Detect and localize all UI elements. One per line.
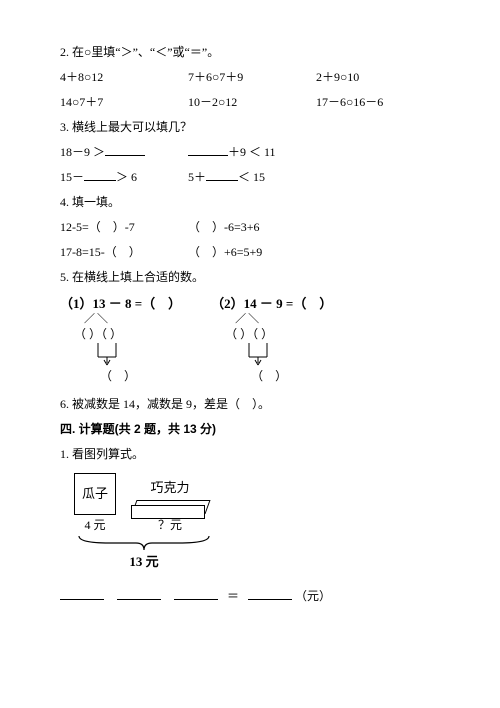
q3-a[interactable]: 18－9 ＞	[60, 143, 188, 161]
q4-row2: 17-8=15-（ ） （ ）+6=5+9	[60, 243, 444, 261]
q5-d1-cells: （ ）（ ）	[74, 325, 181, 343]
q4-r1b[interactable]: （ ）-6=3+6	[188, 218, 316, 236]
q5-d1[interactable]: （1）13 － 8 =（ ） ／＼ （ ）（ ） （ ）	[60, 294, 181, 385]
q2-row1: 4＋8○12 7＋6○7＋9 2＋9○10	[60, 68, 444, 86]
equation-line[interactable]: ＝ （元）	[60, 587, 444, 605]
q2-row2: 14○7＋7 10－2○12 17－6○16－6	[60, 93, 444, 111]
q2-r1-1[interactable]: 4＋8○12	[60, 68, 188, 86]
q5-d2-last: （ ）	[251, 367, 332, 385]
q2-r2-1[interactable]: 14○7＋7	[60, 93, 188, 111]
equation-unit: （元）	[295, 589, 331, 603]
choco-box: 巧克力	[134, 478, 206, 515]
section4-title: 四. 计算题(共 2 题，共 13 分)	[60, 420, 444, 438]
q3-title: 3. 横线上最大可以填几？	[60, 118, 444, 136]
q2-r2-3[interactable]: 17－6○16－6	[316, 93, 444, 111]
q4-row1: 12-5=（ ）-7 （ ）-6=3+6	[60, 218, 444, 236]
q5-d2-split: ／＼	[235, 314, 332, 325]
price-seed: 4 元	[74, 516, 116, 534]
q5-diagrams: （1）13 － 8 =（ ） ／＼ （ ）（ ） （ ） （2）14 － 9 =…	[60, 294, 444, 385]
q5-d1-arrow	[88, 343, 181, 367]
q5-d2-head: （2）14 － 9 =（ ）	[211, 294, 332, 314]
q3-d[interactable]: 5＋＜ 15	[188, 168, 316, 186]
s4-q1: 1. 看图列算式。	[60, 445, 444, 463]
seed-box: 瓜子	[74, 473, 116, 515]
q2-title: 2. 在○里填“＞”、“＜”或“＝”。	[60, 43, 444, 61]
choco-label: 巧克力	[134, 478, 206, 498]
brace	[74, 534, 214, 552]
choco-slab	[134, 500, 206, 515]
q4-title: 4. 填一填。	[60, 193, 444, 211]
q5-d2-arrow	[239, 343, 332, 367]
q5-title: 5. 在横线上填上合适的数。	[60, 268, 444, 286]
q4-r2b[interactable]: （ ）+6=5+9	[188, 243, 316, 261]
q3-b[interactable]: ＋9 ＜ 11	[188, 143, 316, 161]
q4-r2a[interactable]: 17-8=15-（ ）	[60, 243, 188, 261]
q5-d1-head: （1）13 － 8 =（ ）	[60, 294, 181, 314]
q5-d2-cells: （ ）（ ）	[225, 325, 332, 343]
price-row: 4 元 ？元	[74, 516, 444, 534]
total-price: 13 元	[74, 552, 214, 572]
q3-row2: 15－＞ 6 5＋＜ 15	[60, 168, 444, 186]
q5-d1-split: ／＼	[84, 314, 181, 325]
q3-row1: 18－9 ＞ ＋9 ＜ 11	[60, 143, 444, 161]
q2-r1-3[interactable]: 2＋9○10	[316, 68, 444, 86]
q6[interactable]: 6. 被减数是 14，减数是 9，差是（ ）。	[60, 395, 444, 413]
q4-r1a[interactable]: 12-5=（ ）-7	[60, 218, 188, 236]
q5-d2[interactable]: （2）14 － 9 =（ ） ／＼ （ ）（ ） （ ）	[211, 294, 332, 385]
q2-r1-2[interactable]: 7＋6○7＋9	[188, 68, 316, 86]
q3-c[interactable]: 15－＞ 6	[60, 168, 188, 186]
q5-d1-last: （ ）	[100, 367, 181, 385]
q2-r2-2[interactable]: 10－2○12	[188, 93, 316, 111]
store-figure: 瓜子 巧克力	[74, 473, 444, 515]
